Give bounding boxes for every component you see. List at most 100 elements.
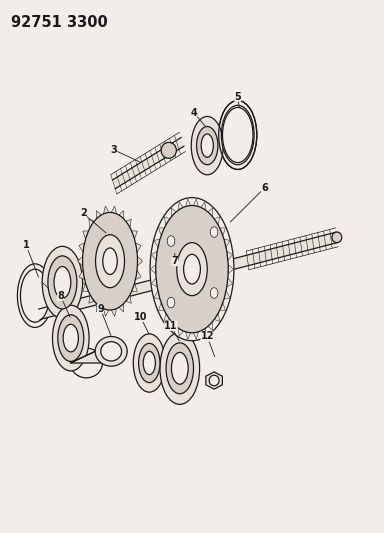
Polygon shape: [224, 290, 230, 299]
Ellipse shape: [63, 324, 78, 352]
Polygon shape: [227, 252, 233, 261]
Ellipse shape: [161, 142, 176, 158]
Ellipse shape: [54, 266, 71, 298]
Polygon shape: [206, 372, 222, 389]
Polygon shape: [103, 206, 109, 214]
Text: 9: 9: [97, 304, 104, 314]
Polygon shape: [227, 278, 233, 287]
Polygon shape: [151, 252, 157, 261]
Polygon shape: [208, 208, 213, 216]
Ellipse shape: [83, 213, 137, 310]
Ellipse shape: [42, 246, 83, 318]
Ellipse shape: [209, 375, 219, 386]
Polygon shape: [214, 217, 220, 225]
Ellipse shape: [101, 342, 122, 361]
Ellipse shape: [184, 254, 200, 284]
Text: 6: 6: [261, 183, 268, 193]
Ellipse shape: [48, 256, 77, 309]
Text: 4: 4: [190, 108, 197, 118]
Polygon shape: [214, 313, 220, 321]
Polygon shape: [126, 219, 131, 228]
Ellipse shape: [201, 134, 214, 157]
Polygon shape: [111, 206, 117, 214]
Ellipse shape: [150, 198, 234, 341]
Polygon shape: [79, 270, 84, 279]
Ellipse shape: [197, 126, 218, 165]
Polygon shape: [78, 256, 83, 266]
Ellipse shape: [221, 106, 254, 165]
Ellipse shape: [139, 343, 160, 383]
Polygon shape: [185, 199, 191, 206]
Polygon shape: [89, 219, 94, 228]
Polygon shape: [79, 243, 84, 252]
Polygon shape: [193, 332, 199, 340]
Text: 8: 8: [57, 290, 64, 301]
Text: 1: 1: [23, 240, 30, 251]
Text: 3: 3: [111, 145, 117, 155]
Ellipse shape: [95, 336, 127, 366]
Polygon shape: [83, 284, 89, 292]
Polygon shape: [178, 328, 184, 336]
Text: 92751 3300: 92751 3300: [11, 14, 108, 30]
Ellipse shape: [58, 315, 84, 361]
Text: 5: 5: [234, 92, 241, 102]
Polygon shape: [158, 303, 164, 311]
Circle shape: [167, 297, 175, 308]
Ellipse shape: [218, 101, 257, 169]
Ellipse shape: [20, 269, 50, 322]
Polygon shape: [151, 278, 157, 287]
Polygon shape: [220, 303, 226, 311]
Polygon shape: [164, 225, 222, 310]
Polygon shape: [185, 332, 191, 340]
Text: 2: 2: [80, 208, 87, 219]
Polygon shape: [136, 270, 141, 279]
Ellipse shape: [70, 348, 103, 378]
Polygon shape: [96, 211, 101, 219]
Polygon shape: [171, 208, 176, 216]
Polygon shape: [220, 228, 226, 236]
Text: 11: 11: [164, 321, 178, 331]
Text: 7: 7: [172, 256, 178, 266]
Text: 12: 12: [200, 332, 214, 342]
Polygon shape: [113, 138, 184, 189]
Ellipse shape: [171, 352, 188, 384]
Polygon shape: [154, 239, 160, 248]
Circle shape: [210, 227, 218, 237]
Polygon shape: [228, 264, 233, 274]
Polygon shape: [103, 309, 109, 316]
Polygon shape: [164, 217, 170, 225]
Ellipse shape: [177, 243, 207, 296]
Polygon shape: [132, 284, 137, 292]
Polygon shape: [96, 303, 101, 312]
Ellipse shape: [143, 351, 156, 375]
Polygon shape: [193, 199, 199, 206]
Polygon shape: [83, 231, 89, 239]
Ellipse shape: [156, 206, 228, 333]
Ellipse shape: [166, 343, 194, 394]
Polygon shape: [151, 264, 156, 274]
Ellipse shape: [133, 334, 166, 392]
Polygon shape: [89, 295, 94, 303]
Polygon shape: [200, 328, 206, 336]
Circle shape: [167, 236, 175, 246]
Polygon shape: [164, 313, 170, 321]
Ellipse shape: [103, 248, 117, 274]
Polygon shape: [111, 309, 117, 316]
Polygon shape: [136, 243, 141, 252]
Polygon shape: [171, 322, 176, 330]
Ellipse shape: [191, 116, 223, 175]
Polygon shape: [200, 202, 206, 210]
Polygon shape: [208, 322, 213, 330]
Polygon shape: [132, 231, 137, 239]
Polygon shape: [119, 211, 124, 219]
Polygon shape: [70, 351, 127, 363]
Polygon shape: [178, 202, 184, 210]
Polygon shape: [158, 228, 164, 236]
Ellipse shape: [160, 332, 200, 405]
Polygon shape: [119, 303, 124, 312]
Polygon shape: [126, 295, 131, 303]
Text: 10: 10: [134, 312, 147, 322]
Polygon shape: [154, 290, 160, 299]
Polygon shape: [224, 239, 230, 248]
Polygon shape: [137, 256, 142, 266]
